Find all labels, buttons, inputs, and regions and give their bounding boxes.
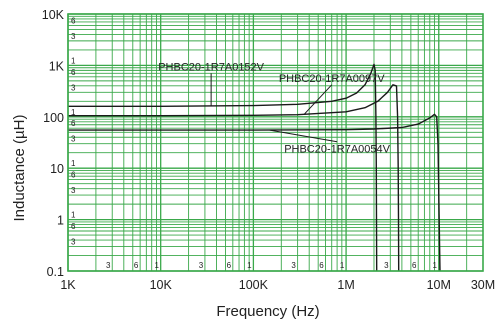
x-tick-label: 1M (337, 278, 354, 292)
y-minor-tick-label: 3 (71, 135, 76, 144)
y-minor-tick-label: 3 (71, 237, 76, 246)
y-axis-title: Inductance (µH) (11, 114, 28, 221)
series-label-2: PHBC20-1R7A0097V (279, 73, 385, 85)
x-minor-tick-label: 6 (227, 261, 232, 270)
y-minor-tick-label: 6 (71, 68, 76, 77)
y-minor-tick-label: 1 (71, 211, 76, 220)
y-minor-tick-label: 3 (71, 83, 76, 92)
x-minor-tick-label: 1 (433, 261, 438, 270)
series-line-2 (68, 84, 400, 272)
y-minor-tick-label: 1 (71, 56, 76, 65)
series-line-3 (68, 113, 441, 272)
x-axis-title: Frequency (Hz) (216, 303, 319, 320)
y-minor-tick-label: 3 (71, 186, 76, 195)
x-tick-label: 10K (150, 278, 173, 292)
y-tick-label: 10K (42, 8, 65, 22)
x-minor-tick-label: 3 (291, 261, 296, 270)
x-tick-label: 1K (60, 278, 76, 292)
plot-border (67, 13, 484, 272)
x-minor-tick-label: 1 (247, 261, 252, 270)
y-minor-tick-label: 6 (71, 171, 76, 180)
series-label-1: PHBC20-1R7A0152V (158, 61, 264, 73)
x-minor-tick-label: 1 (154, 261, 159, 270)
series-annotations: PHBC20-1R7A0152V PHBC20-1R7A0097V PHBC20-1… (158, 61, 390, 155)
x-minor-tick-label: 3 (199, 261, 204, 270)
x-tick-label: 30M (471, 278, 495, 292)
series-label-3: PHBC20-1R7A0054V (284, 144, 390, 156)
x-minor-tick-label: 6 (412, 261, 417, 270)
series-lines (68, 63, 441, 272)
y-tick-label: 100 (43, 111, 64, 125)
x-minor-tick-label: 6 (134, 261, 139, 270)
x-tick-label: 100K (239, 278, 269, 292)
x-minor-tick-label: 3 (106, 261, 111, 270)
x-minor-tick-label: 6 (319, 261, 324, 270)
grid (67, 13, 484, 272)
y-minor-tick-label: 1 (71, 159, 76, 168)
y-tick-label: 10 (50, 162, 64, 176)
y-minor-tick-label: 3 (71, 32, 76, 41)
series-line-1 (68, 63, 378, 272)
y-minor-tick-label: 6 (71, 222, 76, 231)
y-minor-tick-label: 1 (71, 108, 76, 117)
x-minor-tick-label: 3 (384, 261, 389, 270)
y-tick-label: 0.1 (47, 265, 64, 279)
x-tick-label: 10M (427, 278, 451, 292)
series-leader-line-3 (269, 129, 338, 143)
y-minor-tick-label: 6 (71, 119, 76, 128)
y-tick-label: 1K (49, 59, 65, 73)
plot-frame (67, 13, 484, 272)
series-leader-line-2 (303, 84, 333, 116)
y-tick-label: 1 (57, 214, 64, 228)
y-minor-tick-label: 6 (71, 16, 76, 25)
x-minor-tick-label: 1 (340, 261, 345, 270)
